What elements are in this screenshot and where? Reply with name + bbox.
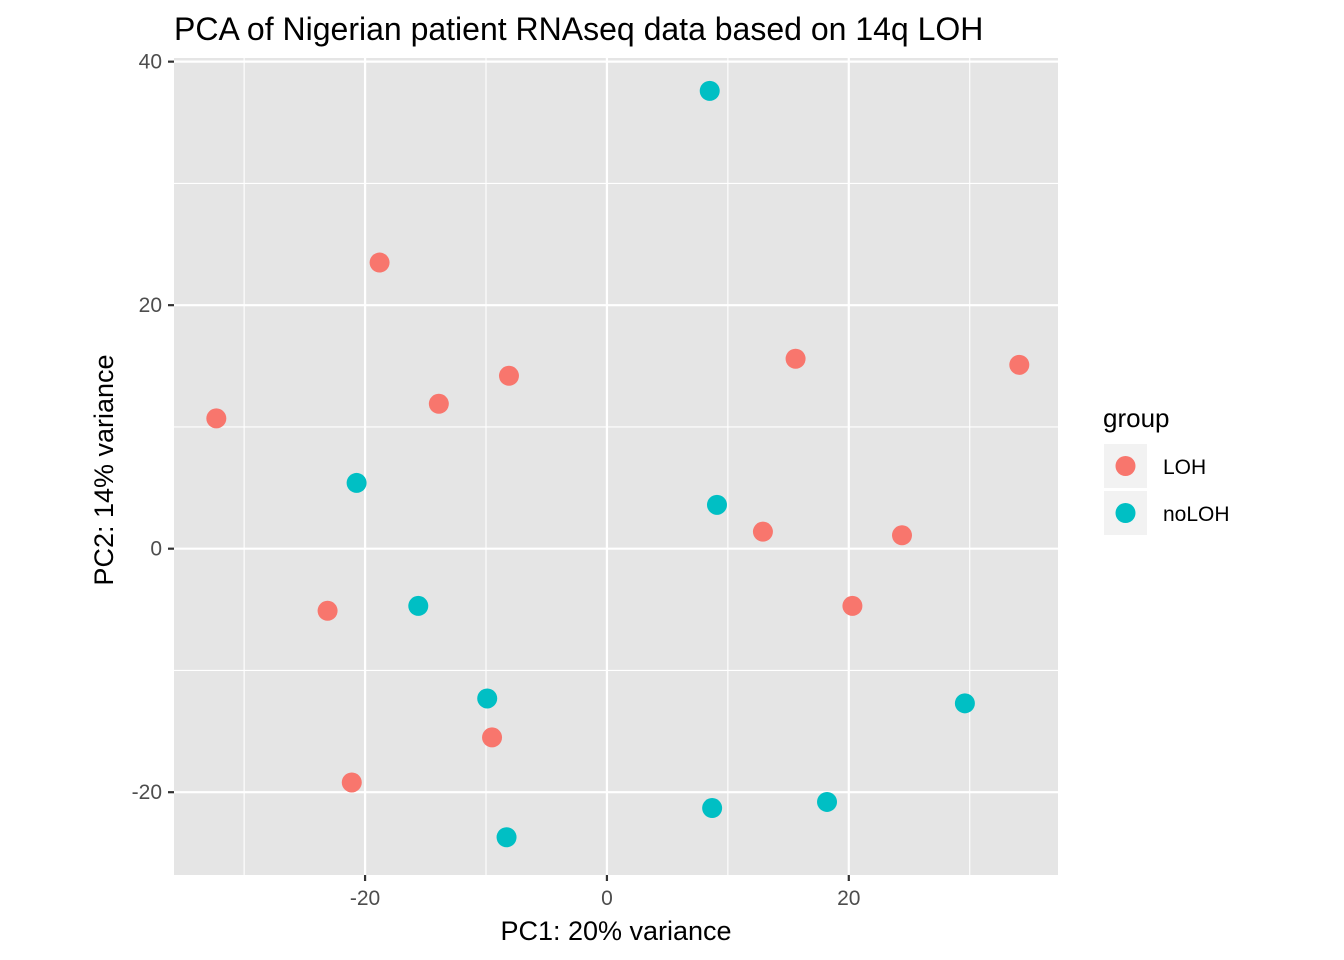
x-axis-ticks: -20 0 20 bbox=[350, 875, 860, 910]
chart-title: PCA of Nigerian patient RNAseq data base… bbox=[174, 11, 983, 47]
x-tick-label: 0 bbox=[601, 887, 613, 910]
point-loh bbox=[317, 600, 338, 621]
point-loh bbox=[369, 252, 390, 273]
x-tick-label: -20 bbox=[350, 887, 380, 910]
point-noloh bbox=[699, 80, 720, 101]
point-noloh bbox=[817, 791, 838, 812]
x-tick-label: 20 bbox=[837, 887, 860, 910]
y-tick-label: 40 bbox=[139, 51, 162, 74]
point-noloh bbox=[346, 472, 367, 493]
plot-panel bbox=[174, 58, 1058, 875]
y-tick-label: 0 bbox=[150, 538, 162, 561]
point-loh bbox=[842, 595, 863, 616]
point-noloh bbox=[706, 494, 727, 515]
y-axis-ticks: -20 0 20 40 bbox=[132, 51, 174, 804]
legend-items: LOH noLOH bbox=[1104, 444, 1230, 535]
point-loh bbox=[892, 525, 912, 546]
legend-label-noloh: noLOH bbox=[1163, 503, 1230, 526]
point-noloh bbox=[702, 798, 723, 819]
x-axis-title: PC1: 20% variance bbox=[500, 916, 731, 946]
point-loh bbox=[785, 348, 806, 369]
point-loh bbox=[482, 727, 503, 748]
y-tick-label: 20 bbox=[139, 294, 162, 317]
point-loh bbox=[428, 393, 449, 414]
y-axis-title: PC2: 14% variance bbox=[89, 354, 119, 585]
legend-swatch-loh bbox=[1115, 456, 1136, 476]
legend-label-loh: LOH bbox=[1163, 456, 1206, 479]
point-noloh bbox=[954, 693, 975, 714]
point-noloh bbox=[496, 827, 517, 848]
point-loh bbox=[1009, 354, 1030, 375]
legend: group LOH noLOH bbox=[1103, 403, 1230, 535]
data-points bbox=[206, 80, 1030, 848]
point-loh bbox=[341, 772, 362, 793]
point-noloh bbox=[408, 595, 429, 616]
point-loh bbox=[206, 408, 227, 429]
major-gridlines bbox=[174, 58, 1058, 875]
legend-title: group bbox=[1103, 403, 1170, 433]
point-loh bbox=[498, 365, 519, 386]
minor-gridlines bbox=[174, 58, 1058, 875]
y-tick-label: -20 bbox=[132, 781, 162, 804]
legend-swatch-noloh bbox=[1115, 503, 1136, 523]
point-loh bbox=[752, 521, 773, 542]
point-noloh bbox=[477, 688, 498, 709]
